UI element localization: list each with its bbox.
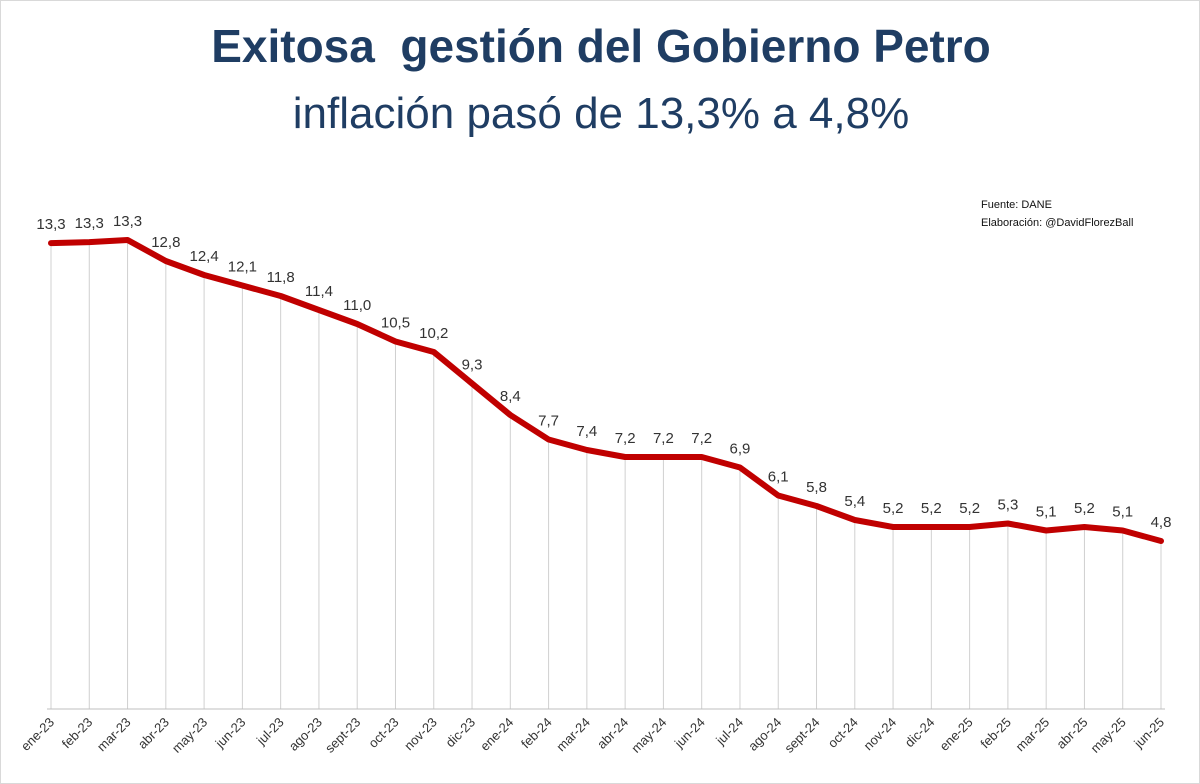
x-tick-label: abr-25 [1053, 715, 1090, 752]
x-tick-label: sept-23 [322, 715, 363, 756]
data-label: 4,8 [1151, 514, 1172, 531]
x-tick-label: may-24 [628, 715, 669, 756]
data-label: 7,7 [538, 413, 559, 430]
x-tick-label: ene-23 [18, 715, 57, 754]
data-label: 5,2 [1074, 500, 1095, 517]
data-label: 5,2 [883, 500, 904, 517]
data-label: 10,2 [419, 325, 448, 342]
data-label: 5,2 [921, 500, 942, 517]
data-label: 5,4 [844, 493, 865, 510]
data-label: 11,8 [267, 269, 295, 286]
x-tick-label: mar-25 [1013, 715, 1053, 755]
data-label: 12,8 [151, 234, 180, 251]
x-tick-label: ene-25 [937, 715, 976, 754]
x-tick-label: mar-23 [94, 715, 134, 755]
data-label: 13,3 [113, 213, 142, 230]
data-label: 11,4 [305, 283, 333, 300]
x-tick-label: ene-24 [477, 715, 516, 754]
x-tick-label: jun-23 [212, 715, 249, 752]
data-label: 5,2 [959, 500, 980, 517]
x-tick-label: jul-24 [712, 715, 746, 749]
data-label: 6,9 [730, 441, 751, 458]
series-line [48, 237, 1164, 544]
data-label: 7,4 [576, 423, 597, 440]
x-tick-label: may-25 [1088, 715, 1129, 756]
data-label: 10,5 [381, 315, 410, 332]
x-tick-label: dic-24 [902, 715, 938, 751]
x-tick-label: abr-24 [594, 715, 631, 752]
data-label: 5,8 [806, 479, 827, 496]
x-tick-label: jul-23 [253, 715, 287, 749]
chart-title: Exitosa gestión del Gobierno Petro [211, 20, 991, 72]
data-label: 5,3 [997, 497, 1018, 514]
x-tick-label: nov-24 [860, 715, 899, 754]
x-tick-label: feb-24 [518, 715, 555, 752]
data-label: 12,1 [228, 259, 257, 276]
source-note: Fuente: DANE Elaboración: @DavidFlorezBa… [981, 196, 1133, 232]
data-label: 7,2 [691, 430, 712, 447]
x-tick-label: feb-23 [59, 715, 96, 752]
x-tick-label: ago-24 [745, 715, 784, 754]
chart-subtitle: inflación pasó de 13,3% a 4,8% [292, 89, 910, 138]
source-line: Fuente: DANE [981, 199, 1052, 211]
data-label: 11,0 [343, 297, 371, 314]
data-label: 12,4 [190, 248, 219, 265]
data-label: 5,1 [1036, 504, 1057, 521]
data-label: 8,4 [500, 388, 521, 405]
author-line: Elaboración: @DavidFlorezBall [981, 217, 1134, 229]
x-tick-label: oct-24 [825, 715, 861, 751]
x-tick-label: jun-24 [671, 715, 708, 752]
x-tick-label: abr-23 [135, 715, 172, 752]
x-tick-label: dic-23 [443, 715, 479, 751]
x-tick-label: ago-23 [286, 715, 325, 754]
data-label: 9,3 [462, 357, 483, 374]
x-tick-label: mar-24 [553, 715, 593, 755]
data-label: 13,3 [75, 215, 104, 232]
data-label: 13,3 [36, 216, 65, 233]
x-tick-label: jun-25 [1130, 715, 1167, 752]
data-label: 6,1 [768, 469, 789, 486]
x-tick-label: nov-23 [401, 715, 440, 754]
data-label: 7,2 [653, 430, 674, 447]
data-label: 7,2 [615, 430, 636, 447]
data-label: 5,1 [1112, 504, 1133, 521]
x-tick-label: oct-23 [365, 715, 401, 751]
x-tick-label: feb-25 [977, 715, 1014, 752]
x-tick-label: sept-24 [781, 715, 822, 756]
x-tick-label: may-23 [169, 715, 210, 756]
